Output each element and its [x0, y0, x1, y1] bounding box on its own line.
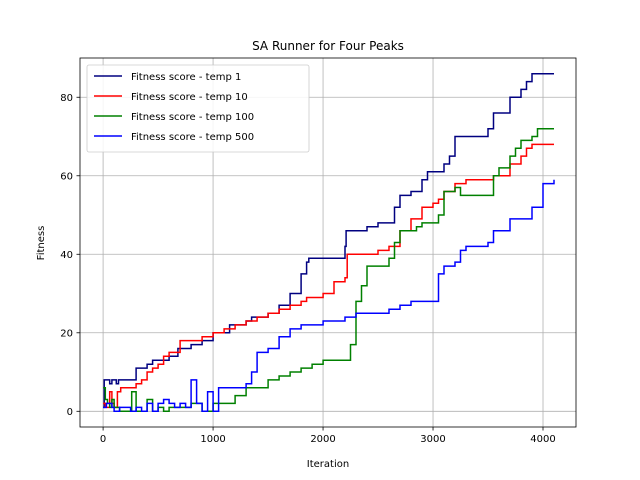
- x-tick-label: 2000: [310, 434, 335, 445]
- x-tick-label: 0: [100, 434, 106, 445]
- series-line-4: [103, 179, 555, 413]
- x-tick-label: 4000: [530, 434, 555, 445]
- plot-frame: [79, 57, 577, 428]
- grid: [80, 58, 576, 427]
- legend-label-4: Fitness score - temp 500: [131, 132, 254, 143]
- x-axis-label: Iteration: [307, 459, 349, 470]
- y-tick-label: 60: [60, 171, 73, 182]
- legend-label-3: Fitness score - temp 100: [131, 112, 254, 123]
- ticks: 0 1000 2000 3000 4000 0 20 40 60 80: [60, 93, 555, 445]
- y-tick-label: 40: [60, 250, 73, 261]
- legend-box: [86, 64, 310, 153]
- y-tick-label: 80: [60, 93, 73, 104]
- legend-label-2: Fitness score - temp 10: [131, 92, 248, 103]
- legend: Fitness score - temp 1 Fitness score - te…: [86, 64, 310, 153]
- series-line-3: [103, 127, 554, 413]
- x-tick-label: 1000: [200, 434, 225, 445]
- y-tick-label: 0: [67, 407, 73, 418]
- legend-label-1: Fitness score - temp 1: [131, 72, 241, 83]
- chart-title: SA Runner for Four Peaks: [252, 39, 404, 53]
- x-tick-label: 3000: [420, 434, 445, 445]
- series-line-1: [103, 72, 554, 409]
- y-tick-label: 20: [60, 328, 73, 339]
- series-layer: [103, 72, 555, 413]
- y-axis-label: Fitness: [36, 226, 47, 261]
